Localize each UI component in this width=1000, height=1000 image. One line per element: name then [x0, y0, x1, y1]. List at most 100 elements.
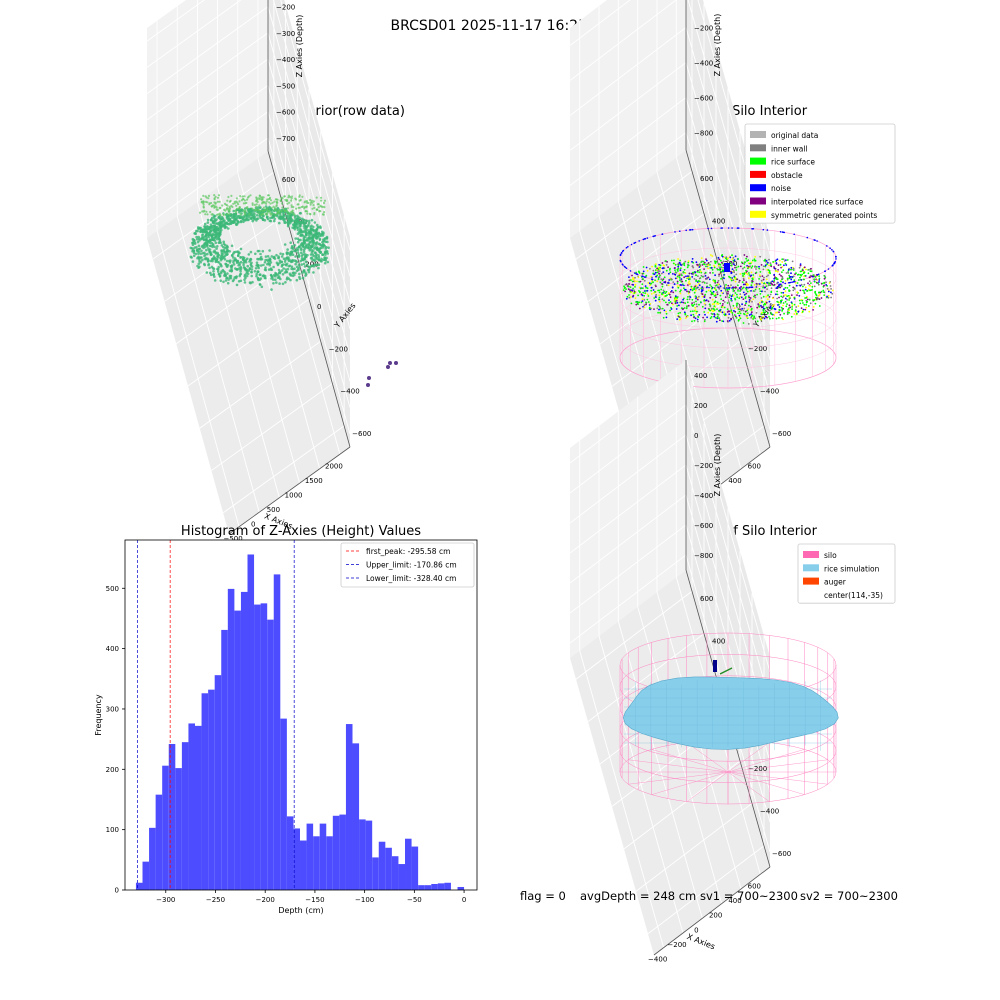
classified-point [792, 269, 795, 271]
data-point [197, 262, 201, 266]
data-point [203, 251, 206, 255]
classified-point [717, 264, 720, 267]
data-point [201, 258, 204, 262]
classified-point [765, 301, 768, 304]
classified-point [752, 276, 755, 279]
classified-point [748, 301, 751, 303]
classified-point [677, 312, 680, 315]
classified-point [699, 269, 701, 271]
data-point [223, 219, 226, 222]
data-point [222, 248, 225, 252]
classified-point [721, 291, 724, 294]
data-point [275, 273, 278, 277]
data-point [285, 262, 289, 266]
data-point [232, 261, 235, 264]
classified-point [766, 298, 769, 300]
data-point [211, 245, 214, 249]
classified-point [771, 317, 774, 320]
data-point [219, 262, 222, 266]
classified-point [666, 303, 669, 306]
x-tick-label: 2000 [325, 462, 343, 470]
data-point [237, 250, 240, 254]
data-point [258, 204, 261, 207]
data-point [314, 236, 318, 240]
classified-point [706, 282, 708, 285]
classified-point [718, 258, 721, 261]
data-point [291, 274, 295, 278]
classified-point [713, 266, 716, 269]
data-point [266, 215, 269, 219]
classified-point [643, 306, 646, 309]
data-point [297, 215, 300, 219]
data-point [257, 266, 261, 270]
data-point [232, 219, 236, 223]
classified-point [687, 282, 690, 284]
data-point [205, 245, 209, 248]
data-point [323, 199, 327, 202]
data-point [200, 198, 203, 201]
x-tick-label: 600 [748, 462, 761, 470]
data-point [234, 250, 237, 254]
y-gridline [575, 170, 693, 260]
data-point [310, 256, 314, 260]
classified-point [654, 290, 656, 293]
classified-point [804, 288, 807, 291]
data-point [232, 263, 236, 266]
classified-point [748, 314, 751, 316]
classified-point [680, 301, 683, 303]
data-point [297, 206, 300, 209]
classified-point [668, 272, 670, 275]
data-point [257, 212, 260, 215]
data-point [298, 212, 302, 215]
data-point [220, 249, 223, 252]
data-point [236, 221, 240, 224]
z-tick-label: −200 [276, 4, 295, 12]
classified-point [697, 275, 699, 277]
data-point [286, 267, 290, 271]
data-point [277, 275, 281, 278]
data-point [202, 206, 205, 209]
data-point [209, 253, 213, 256]
classified-point [642, 266, 645, 268]
data-point [201, 210, 204, 213]
classified-point [679, 311, 681, 314]
classified-point [776, 311, 779, 314]
classified-point [771, 305, 774, 307]
data-point [220, 244, 224, 247]
data-point [274, 278, 277, 282]
y-tick-label: −400 [340, 388, 359, 396]
data-point [313, 221, 317, 224]
data-point [234, 212, 238, 216]
data-point [230, 216, 234, 219]
data-point [309, 233, 313, 236]
classified-point [826, 287, 829, 290]
data-point [315, 241, 319, 244]
data-point [312, 225, 315, 229]
classified-point [641, 283, 644, 286]
data-point [216, 232, 219, 236]
data-point [320, 205, 323, 208]
classified-point [674, 296, 677, 299]
classified-point [807, 282, 809, 285]
classified-point [764, 303, 767, 306]
classified-point [688, 278, 691, 281]
data-point [259, 252, 262, 256]
classified-point [742, 275, 744, 277]
classified-point [726, 308, 729, 311]
data-point [243, 211, 246, 214]
classified-point [740, 296, 743, 299]
data-point [232, 209, 235, 213]
classified-point [752, 298, 755, 301]
data-point [239, 220, 243, 224]
data-point [197, 235, 200, 239]
data-point [291, 247, 295, 250]
data-point [205, 196, 208, 199]
classified-point [780, 280, 782, 283]
classified-point [818, 281, 820, 283]
classified-point [648, 282, 651, 285]
classified-point [717, 279, 720, 282]
classified-point [764, 290, 766, 293]
data-point [201, 236, 205, 239]
data-point [301, 258, 305, 262]
data-point [225, 247, 229, 251]
